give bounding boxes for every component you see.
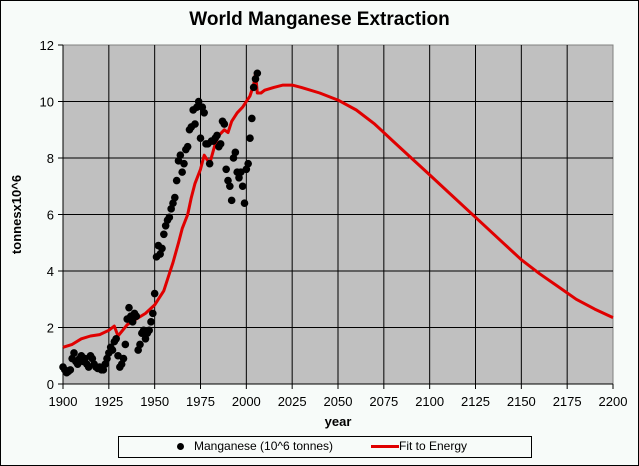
data-point: [112, 335, 120, 343]
x-tick-label: 2025: [278, 394, 307, 409]
legend-item-fit: Fit to Energy: [371, 439, 467, 453]
x-tick-label: 2100: [415, 394, 444, 409]
data-point: [150, 289, 159, 298]
data-point: [119, 354, 128, 363]
data-point: [176, 151, 185, 159]
data-point: [149, 309, 157, 318]
x-tick-label: 1900: [49, 394, 78, 409]
data-point: [238, 182, 247, 191]
y-tick-label: 12: [40, 38, 54, 53]
data-point: [200, 109, 208, 117]
data-point: [227, 196, 236, 205]
data-point: [220, 120, 229, 128]
y-tick-label: 6: [47, 208, 54, 223]
data-points: [59, 69, 262, 377]
dot-icon: [177, 442, 184, 450]
data-point: [194, 97, 203, 106]
y-tick-label: 8: [47, 151, 54, 166]
data-point: [253, 69, 262, 78]
data-point: [145, 326, 153, 335]
data-point: [213, 131, 221, 140]
data-point: [165, 213, 174, 222]
data-point: [226, 182, 234, 191]
x-axis-title: year: [325, 414, 352, 429]
data-point: [205, 159, 214, 168]
y-tick-labels: 0 2 4 6 8 10 12: [40, 38, 54, 392]
fit-line: [62, 71, 614, 349]
data-point: [180, 159, 188, 168]
legend-label-fit: Fit to Energy: [399, 439, 468, 453]
x-tick-label: 1950: [140, 394, 169, 409]
data-point: [147, 318, 155, 326]
data-point: [171, 193, 179, 202]
x-tick-label: 2050: [324, 394, 353, 409]
y-axis-title: tonnesx10^6: [9, 175, 24, 254]
x-tick-label: 2125: [461, 394, 490, 409]
data-point: [108, 346, 117, 354]
chart-title: World Manganese Extraction: [189, 9, 450, 30]
legend-item-manganese: Manganese (10^6 tonnes): [177, 439, 333, 453]
x-tick-label: 1975: [186, 394, 215, 409]
data-point: [222, 165, 230, 174]
data-point: [240, 199, 249, 207]
data-point: [246, 134, 254, 143]
data-point: [128, 318, 137, 326]
data-point: [249, 83, 258, 92]
x-tick-label: 2150: [507, 394, 536, 409]
x-tick-label: 2000: [232, 394, 261, 409]
x-tick-label: 2075: [369, 394, 398, 409]
y-tick-label: 10: [40, 95, 54, 110]
data-point: [191, 120, 199, 128]
data-point: [125, 303, 133, 312]
data-point: [70, 349, 78, 357]
x-tick-label: 2200: [599, 394, 628, 409]
y-tick-label: 0: [47, 377, 54, 392]
legend-label-manganese: Manganese (10^6 tonnes): [194, 439, 334, 453]
data-point: [231, 148, 240, 157]
data-point: [132, 312, 141, 321]
legend: Manganese (10^6 tonnes) Fit to Energy: [118, 436, 532, 458]
data-point: [216, 140, 225, 148]
data-point: [244, 159, 252, 168]
x-tick-labels: 1900 1925 1950 1975 2000 2025 2050 2075 2100 2125…: [49, 394, 628, 409]
data-point: [136, 340, 144, 349]
data-point: [178, 168, 186, 176]
x-tick-label: 2175: [553, 394, 582, 409]
y-tick-label: 2: [47, 321, 54, 336]
data-point: [160, 230, 168, 239]
line-icon: [371, 444, 399, 448]
data-point: [183, 142, 192, 151]
data-point: [66, 366, 75, 374]
y-tick-label: 4: [47, 264, 54, 279]
data-point: [172, 176, 181, 185]
data-point: [121, 340, 130, 349]
axes: [58, 44, 614, 389]
data-point: [196, 134, 205, 143]
x-tick-label: 1925: [94, 394, 123, 409]
data-point: [248, 114, 256, 123]
data-point: [158, 244, 166, 253]
